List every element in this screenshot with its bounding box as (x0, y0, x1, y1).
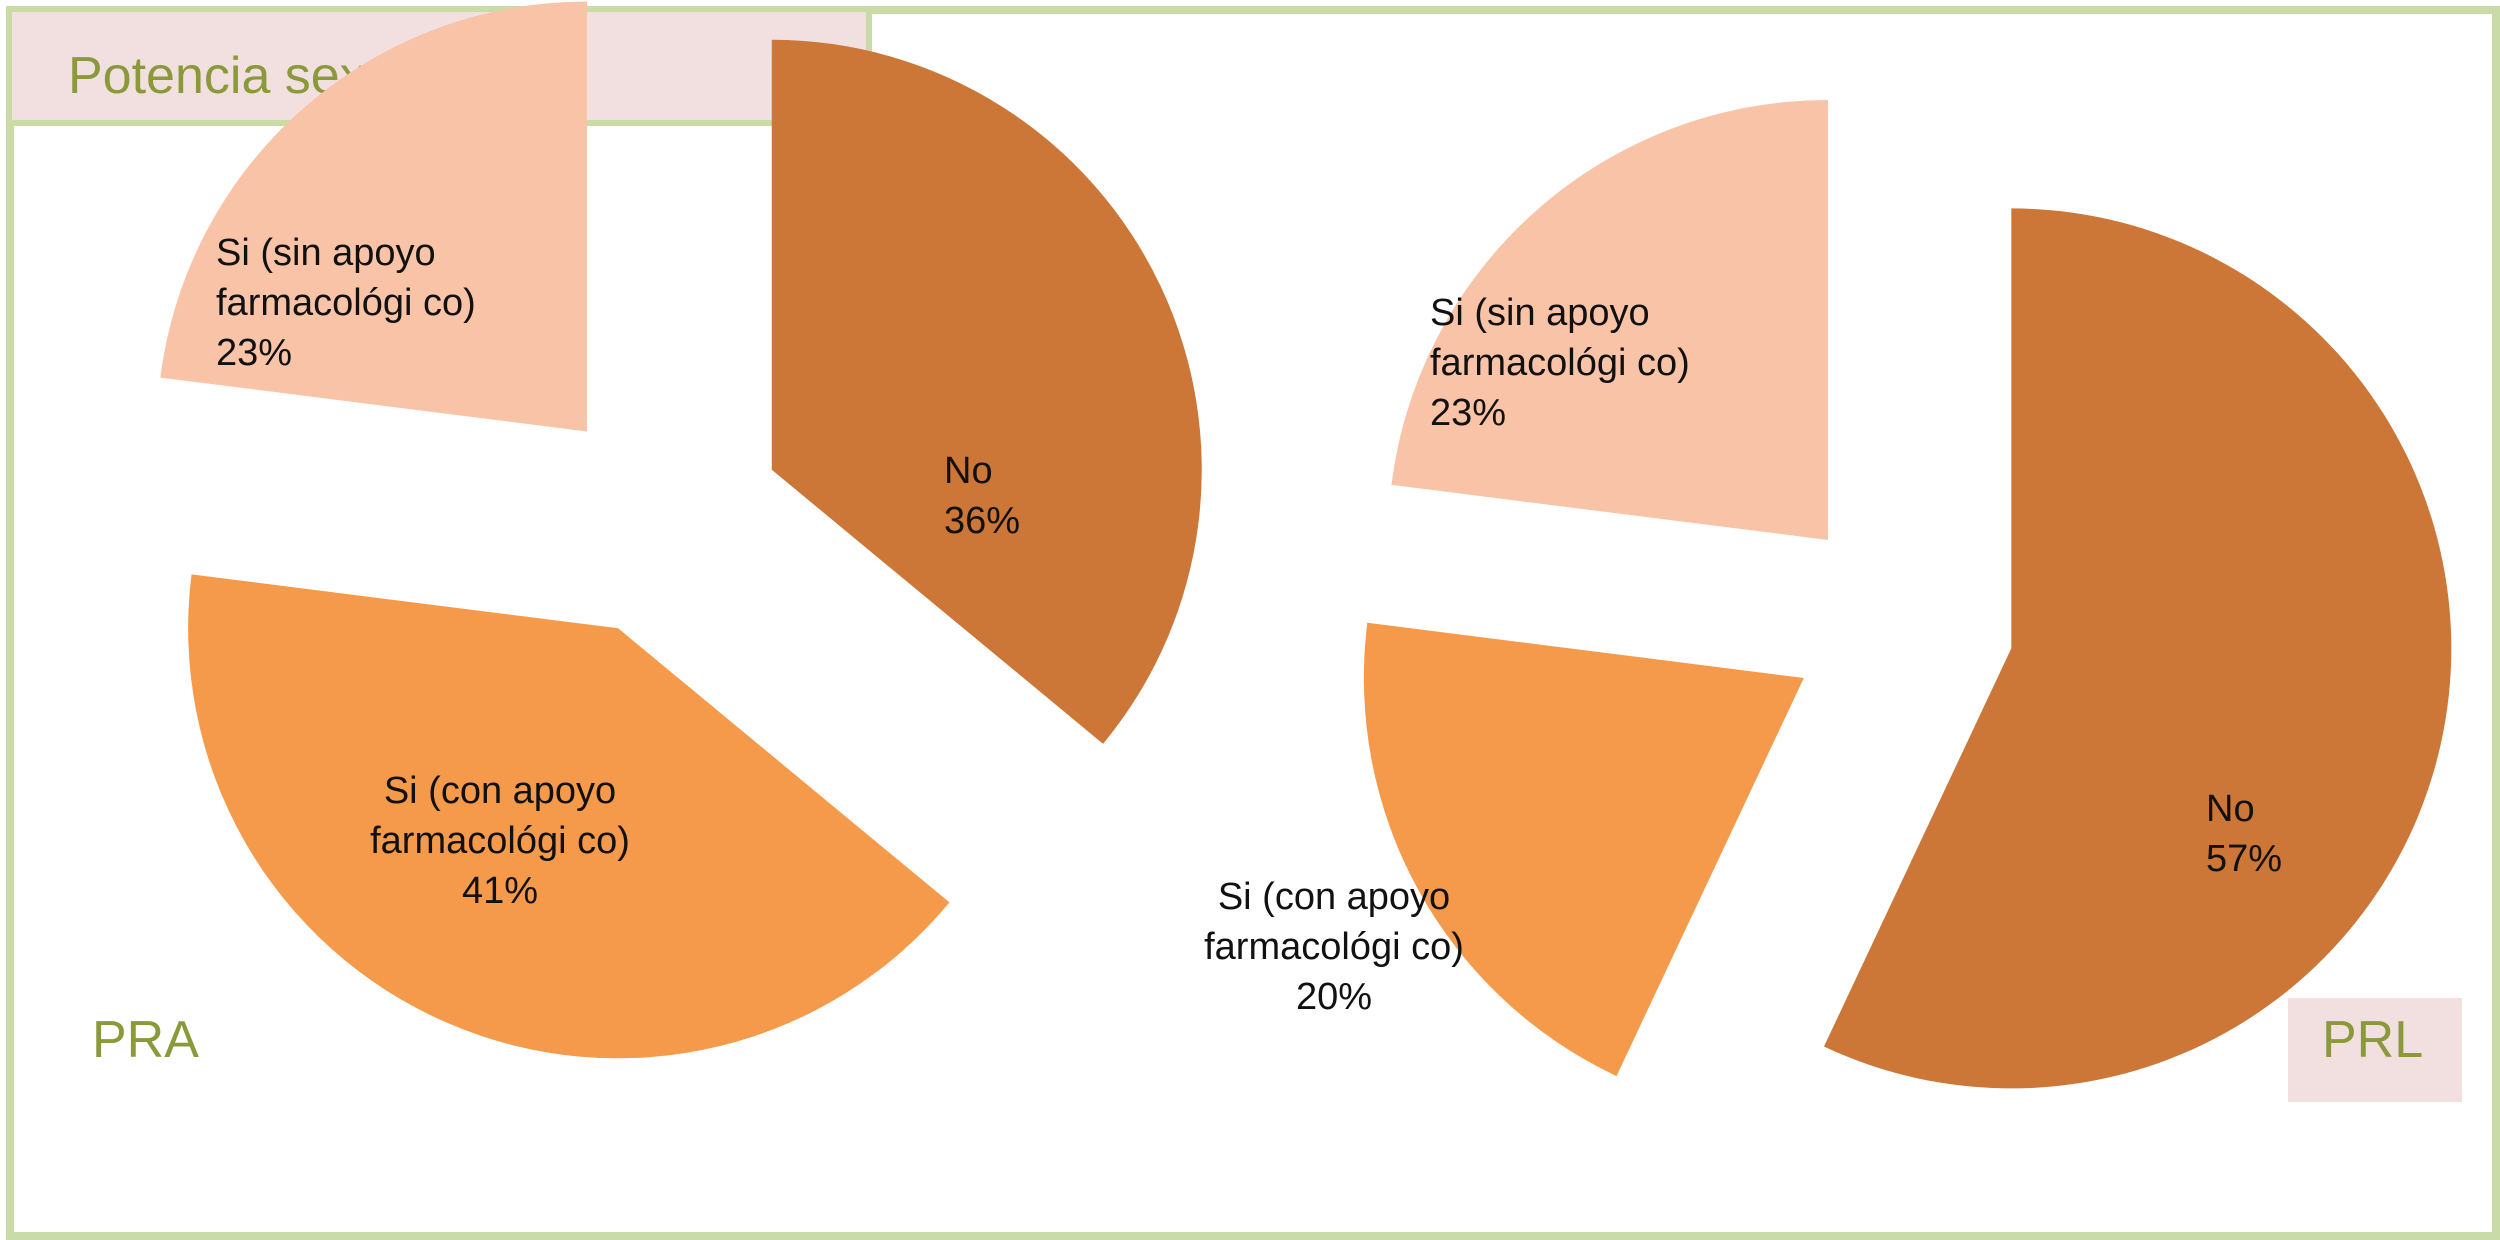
prl-slice-sin-apoyo (1391, 99, 1828, 540)
pra-label-sin-apoyo: Si (sin apoyo farmacológi co) 23% (216, 228, 476, 378)
prl-label-con-apoyo: Si (con apoyo farmacológi co) 20% (1184, 872, 1484, 1022)
pra-label-sin-apoyo-line2: farmacológi co) (216, 282, 476, 324)
pra-slice-no (771, 39, 1202, 744)
prl-chart-label: PRL (2322, 1011, 2424, 1069)
prl-label-box (2288, 998, 2462, 1102)
prl-label-con-apoyo-pct: 20% (1295, 976, 1373, 1018)
prl-label-sin-apoyo-line1: Si (sin apoyo (1430, 292, 1650, 334)
pra-label-sin-apoyo-pct: 23% (216, 332, 293, 374)
prl-label-con-apoyo-line1: Si (con apoyo (1217, 876, 1451, 918)
prl-label-con-apoyo-line2: farmacológi co) (1204, 926, 1464, 968)
prl-slice-con-apoyo (1363, 622, 1804, 1077)
pra-label-sin-apoyo-line1: Si (sin apoyo (216, 232, 436, 274)
pra-label-con-apoyo-line1: Si (con apoyo (383, 770, 617, 812)
pra-label-con-apoyo: Si (con apoyo farmacológi co) 41% (350, 766, 650, 916)
pra-label-con-apoyo-pct: 41% (461, 870, 539, 912)
prl-label-sin-apoyo: Si (sin apoyo farmacológi co) 23% (1430, 288, 1690, 438)
pra-label-con-apoyo-line2: farmacológi co) (370, 820, 630, 862)
pra-label-no: No 36% (944, 446, 1020, 546)
pra-label-no-line1: No (944, 450, 993, 492)
pra-label-no-pct: 36% (944, 500, 1021, 542)
prl-label-sin-apoyo-line2: farmacológi co) (1430, 342, 1690, 384)
pra-chart-label: PRA (92, 1011, 199, 1069)
pra-slice-sin-apoyo (160, 1, 587, 432)
prl-slice-no (1823, 208, 2452, 1089)
prl-label-no-pct: 57% (2206, 838, 2283, 880)
prl-label-no-line1: No (2206, 788, 2255, 830)
pra-slice-con-apoyo (188, 574, 950, 1059)
prl-label-sin-apoyo-pct: 23% (1430, 392, 1507, 434)
prl-label-no: No 57% (2206, 784, 2282, 884)
